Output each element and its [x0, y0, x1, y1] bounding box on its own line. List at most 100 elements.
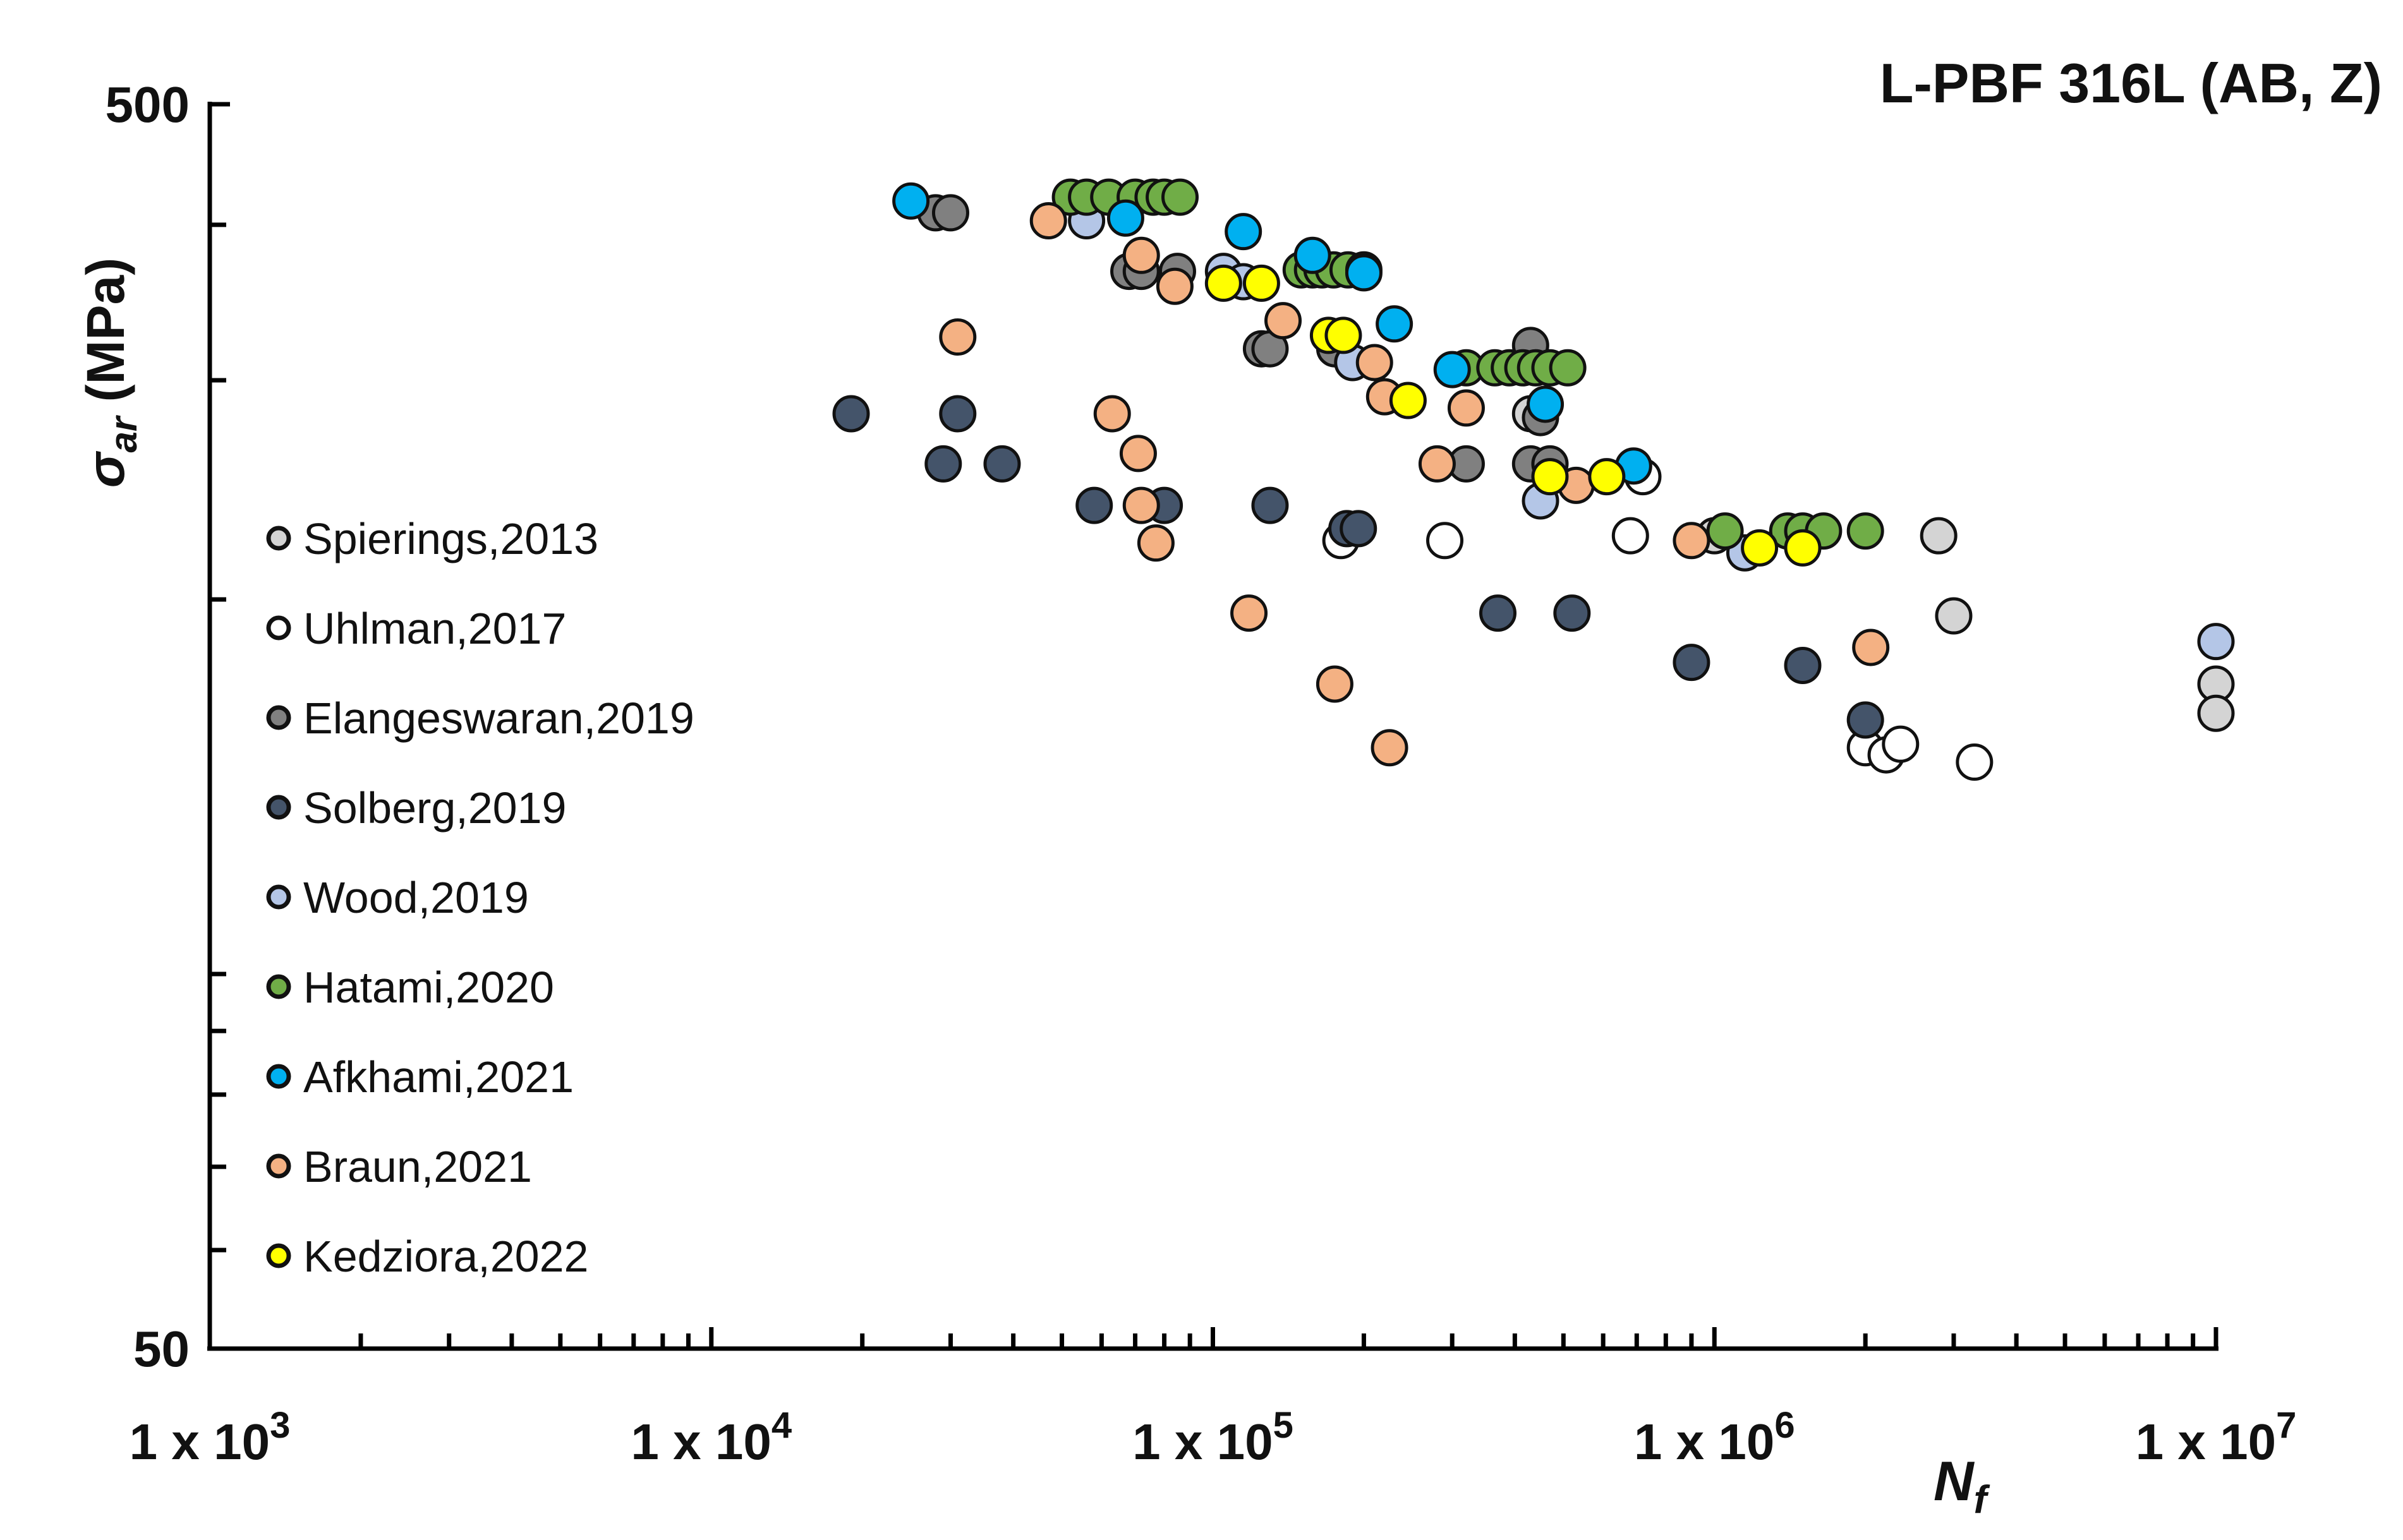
- data-point: [1527, 385, 1565, 423]
- legend-label: Wood,2019: [303, 873, 529, 922]
- series-wood-2019: [1068, 202, 2235, 661]
- y-axis-label: σar (MPa): [76, 258, 145, 488]
- legend-label: Hatami,2020: [303, 963, 554, 1012]
- data-point: [1846, 701, 1884, 739]
- data-point: [1122, 486, 1160, 524]
- legend-label: Uhlman,2017: [303, 604, 566, 653]
- data-point: [1389, 382, 1427, 419]
- legend-marker: [266, 705, 291, 730]
- data-point: [1340, 510, 1377, 548]
- data-point: [1553, 594, 1591, 632]
- data-point: [983, 445, 1021, 483]
- data-point: [1029, 202, 1067, 240]
- data-point: [1673, 522, 1710, 560]
- data-point: [1846, 512, 1884, 550]
- x-tick-label: 1 x 106: [1634, 1405, 1795, 1470]
- x-tick-label: 1 x 104: [631, 1405, 792, 1470]
- data-point: [1161, 178, 1199, 216]
- data-point: [924, 445, 962, 483]
- series-braun-2021: [939, 202, 1890, 767]
- x-axis-subscript: f: [1974, 1478, 1990, 1522]
- y-tick-label: 50: [133, 1321, 190, 1377]
- data-point: [1371, 729, 1408, 767]
- data-point: [1935, 597, 1973, 635]
- legend-label: Braun,2021: [303, 1142, 532, 1191]
- x-axis-symbol: N: [1934, 1450, 1975, 1512]
- data-point: [1673, 644, 1710, 682]
- legend-item: Elangeswaran,2019: [266, 694, 694, 743]
- chart-title: L-PBF 316L (AB, Z): [1880, 52, 2382, 114]
- legend-marker: [266, 526, 291, 551]
- y-ticks: 500 50: [106, 76, 230, 1377]
- data-point: [1137, 524, 1175, 562]
- legend-item: Hatami,2020: [266, 963, 554, 1012]
- data-point: [931, 194, 969, 232]
- data-point: [1426, 522, 1464, 560]
- data-point: [1242, 264, 1280, 302]
- data-point: [1852, 629, 1890, 666]
- data-point: [1293, 236, 1331, 274]
- legend-label: Solberg,2019: [303, 783, 566, 833]
- svg-text:σar (MPa): σar (MPa): [76, 258, 145, 488]
- data-point: [1225, 213, 1262, 251]
- data-point: [1706, 512, 1744, 550]
- data-point: [1433, 351, 1471, 388]
- legend-label: Afkhami,2021: [303, 1052, 574, 1102]
- legend: Spierings,2013 Uhlman,2017 Elangeswaran,20…: [266, 514, 694, 1281]
- data-point: [1588, 458, 1626, 496]
- legend-marker: [266, 1243, 291, 1268]
- legend-label: Spierings,2013: [303, 514, 598, 563]
- data-point: [1882, 725, 1920, 763]
- x-tick-label: 1 x 107: [2136, 1405, 2297, 1470]
- x-tick-label: 1 x 103: [130, 1405, 291, 1470]
- data-point: [1204, 264, 1242, 302]
- legend-marker: [266, 974, 291, 999]
- data-point: [1251, 486, 1289, 524]
- data-point: [1376, 305, 1413, 343]
- data-point: [2197, 623, 2235, 661]
- data-point: [1316, 665, 1353, 703]
- legend-item: Afkhami,2021: [266, 1052, 574, 1102]
- data-point: [1784, 529, 1822, 567]
- data-point: [1956, 743, 1994, 781]
- legend-label: Elangeswaran,2019: [303, 694, 694, 743]
- data-point: [939, 395, 977, 433]
- series-kedziora-2022: [1204, 264, 1822, 567]
- data-point: [1741, 529, 1779, 567]
- legend-item: Braun,2021: [266, 1142, 532, 1191]
- data-point: [832, 395, 870, 433]
- legend-item: Kedziora,2022: [266, 1232, 588, 1281]
- data-points: [832, 178, 2235, 781]
- legend-item: Uhlman,2017: [266, 604, 566, 653]
- data-point: [939, 318, 977, 356]
- y-axis-subscript: ar: [102, 414, 145, 452]
- series-uhlman-2017: [1322, 458, 1994, 781]
- data-point: [1345, 254, 1383, 292]
- data-point: [1531, 458, 1569, 496]
- data-point: [2197, 694, 2235, 732]
- series-spierings-2013: [1511, 395, 2235, 732]
- legend-marker: [266, 884, 291, 910]
- data-point: [1784, 646, 1822, 684]
- legend-marker: [266, 795, 291, 820]
- y-tick-label: 500: [106, 76, 190, 133]
- data-point: [1324, 316, 1362, 354]
- data-point: [1355, 344, 1393, 382]
- data-point: [1122, 236, 1160, 274]
- x-tick-label: 1 x 105: [1132, 1405, 1293, 1470]
- legend-item: Wood,2019: [266, 873, 529, 922]
- data-point: [1230, 594, 1268, 632]
- data-point: [1156, 267, 1194, 305]
- legend-label: Kedziora,2022: [303, 1232, 588, 1281]
- data-point: [892, 182, 930, 220]
- y-axis-symbol: σ: [76, 450, 135, 488]
- data-point: [1549, 349, 1587, 387]
- data-point: [1106, 199, 1144, 237]
- legend-item: Solberg,2019: [266, 783, 566, 833]
- data-point: [1447, 389, 1485, 427]
- y-axis-unit: (MPa): [76, 258, 135, 402]
- data-point: [1920, 517, 1958, 555]
- data-point: [1418, 445, 1456, 483]
- x-axis-label: Nf: [1934, 1450, 1990, 1522]
